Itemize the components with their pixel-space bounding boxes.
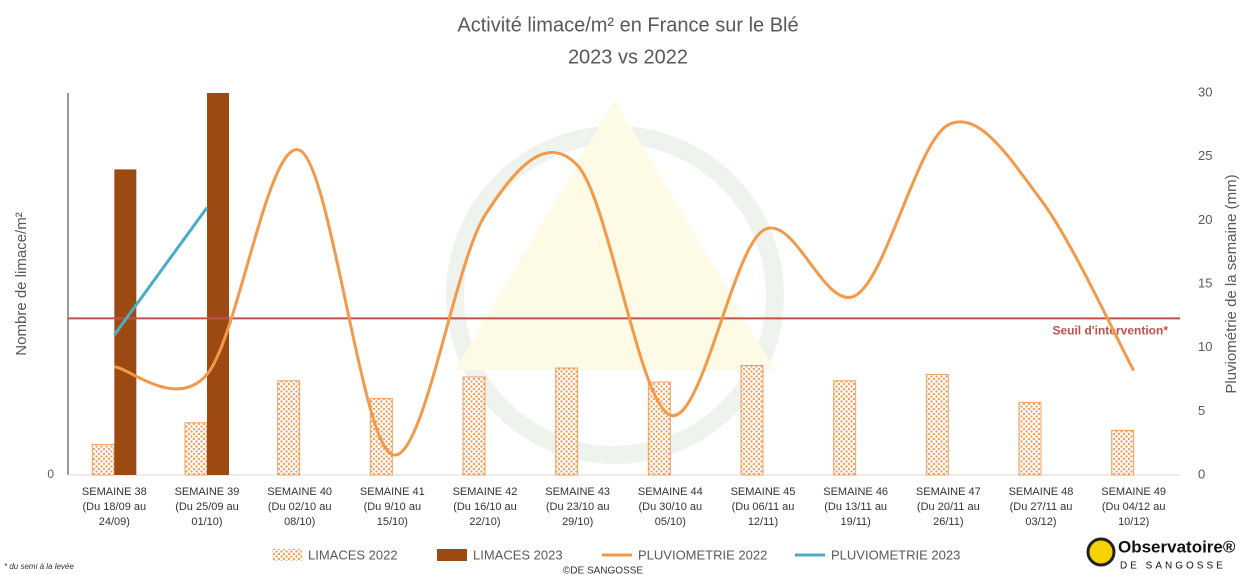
y2-tick-label: 5 — [1198, 403, 1205, 418]
x-tick-label: (Du 30/10 au — [639, 501, 703, 513]
x-tick-label: (Du 9/10 au — [364, 501, 421, 513]
x-tick-label: 10/12) — [1118, 516, 1149, 528]
x-tick-label: SEMAINE 45 — [731, 486, 796, 498]
x-tick-label: SEMAINE 48 — [1009, 486, 1074, 498]
line-series — [113, 206, 209, 336]
x-tick-label: (Du 23/10 au — [546, 501, 610, 513]
logo-icon — [1086, 537, 1116, 567]
x-tick-label: (Du 02/10 au — [268, 501, 332, 513]
bar — [1018, 401, 1042, 476]
x-tick-label: 26/11) — [933, 516, 963, 528]
bar — [1111, 429, 1135, 476]
line-series — [114, 120, 1135, 457]
bar — [91, 443, 115, 476]
x-tick-label: 12/11) — [748, 516, 778, 528]
logo-subtitle: DE SANGOSSE — [1120, 561, 1226, 572]
x-tick-label: 05/10) — [655, 516, 686, 528]
x-tick-label: (Du 25/09 au — [175, 501, 239, 513]
x-tick-label: SEMAINE 39 — [175, 486, 240, 498]
legend-label: LIMACES 2022 — [308, 547, 398, 562]
legend-label: PLUVIOMETRIE 2022 — [638, 547, 767, 562]
x-tick-label: SEMAINE 47 — [916, 486, 981, 498]
x-tick-label: 19/11) — [840, 516, 870, 528]
x-tick-label: SEMAINE 49 — [1101, 486, 1166, 498]
x-tick-label: SEMAINE 44 — [638, 486, 703, 498]
x-tick-label: (Du 27/11 au — [1010, 501, 1073, 513]
y2-tick-label: 0 — [1198, 466, 1205, 481]
bar — [184, 422, 208, 476]
y2-tick-label: 30 — [1198, 84, 1212, 99]
x-tick-label: (Du 04/12 au — [1102, 501, 1166, 513]
x-tick-label: SEMAINE 40 — [267, 486, 332, 498]
y2-tick-label: 10 — [1198, 339, 1212, 354]
bar — [740, 364, 764, 476]
x-tick-label: (Du 20/11 au — [917, 501, 980, 513]
x-tick-label: SEMAINE 38 — [82, 486, 147, 498]
footnote: * du semi à la levée — [4, 562, 74, 571]
threshold-label: Seuil d'intervention* — [1052, 324, 1168, 338]
y-axis-label: Nombre de limace/m² — [13, 212, 30, 355]
x-tick-label: SEMAINE 46 — [823, 486, 888, 498]
x-tick-label: (Du 16/10 au — [453, 501, 517, 513]
legend-label: PLUVIOMETRIE 2023 — [831, 547, 960, 562]
x-tick-label: SEMAINE 42 — [453, 486, 518, 498]
y2-tick-label: 15 — [1198, 275, 1212, 290]
x-tick-label: 15/10) — [377, 516, 408, 528]
legend-label: LIMACES 2023 — [473, 547, 563, 562]
logo-title: Observatoire® — [1118, 537, 1236, 556]
x-tick-label: 01/10) — [191, 516, 222, 528]
bar — [462, 376, 486, 476]
bar — [207, 93, 229, 475]
bar — [277, 380, 301, 476]
y2-tick-label: 25 — [1198, 148, 1212, 163]
x-tick-label: 08/10) — [284, 516, 315, 528]
copyright: ©DE SANGOSSE — [563, 566, 643, 575]
watermark — [455, 100, 775, 370]
x-tick-label: 03/12) — [1025, 516, 1056, 528]
x-tick-label: (Du 13/11 au — [824, 501, 887, 513]
x-tick-label: (Du 18/09 au — [83, 501, 147, 513]
x-tick-label: 29/10) — [562, 516, 593, 528]
x-tick-label: SEMAINE 43 — [545, 486, 610, 498]
bar — [833, 380, 857, 476]
x-tick-label: 24/09) — [99, 516, 130, 528]
y-tick-label: 0 — [47, 467, 54, 481]
chart-subtitle: 2023 vs 2022 — [568, 46, 688, 68]
x-tick-label: 22/10) — [469, 516, 500, 528]
y2-axis-label: Pluviométrie de la semaine (mm) — [1223, 174, 1240, 393]
bar — [925, 373, 949, 476]
legend-swatch — [437, 549, 467, 561]
y2-tick-label: 20 — [1198, 212, 1212, 227]
legend-swatch — [272, 549, 302, 561]
bar — [647, 381, 671, 476]
x-tick-label: SEMAINE 41 — [360, 486, 425, 498]
x-tick-label: (Du 06/11 au — [732, 501, 795, 513]
bar — [555, 367, 579, 476]
chart-title: Activité limace/m² en France sur le Blé — [457, 14, 798, 36]
